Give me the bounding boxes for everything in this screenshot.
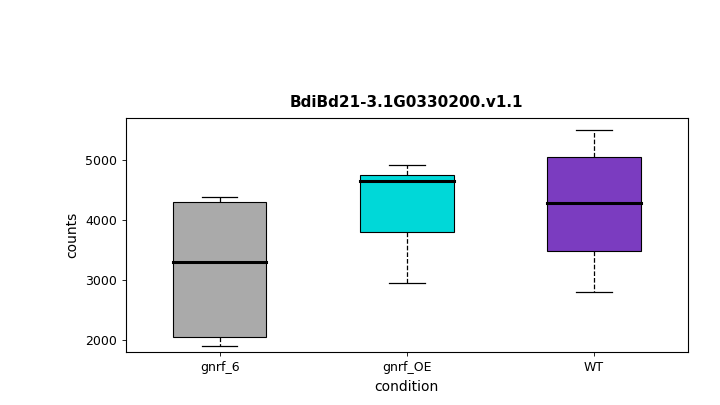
Bar bbox=[173, 202, 266, 337]
Text: Gene Expression Data from RNA Seq.: Gene Expression Data from RNA Seq. bbox=[13, 21, 508, 45]
Bar bbox=[547, 157, 641, 251]
X-axis label: condition: condition bbox=[374, 380, 439, 394]
Title: BdiBd21-3.1G0330200.v1.1: BdiBd21-3.1G0330200.v1.1 bbox=[290, 95, 523, 110]
Bar bbox=[360, 175, 454, 232]
Y-axis label: counts: counts bbox=[66, 212, 79, 258]
